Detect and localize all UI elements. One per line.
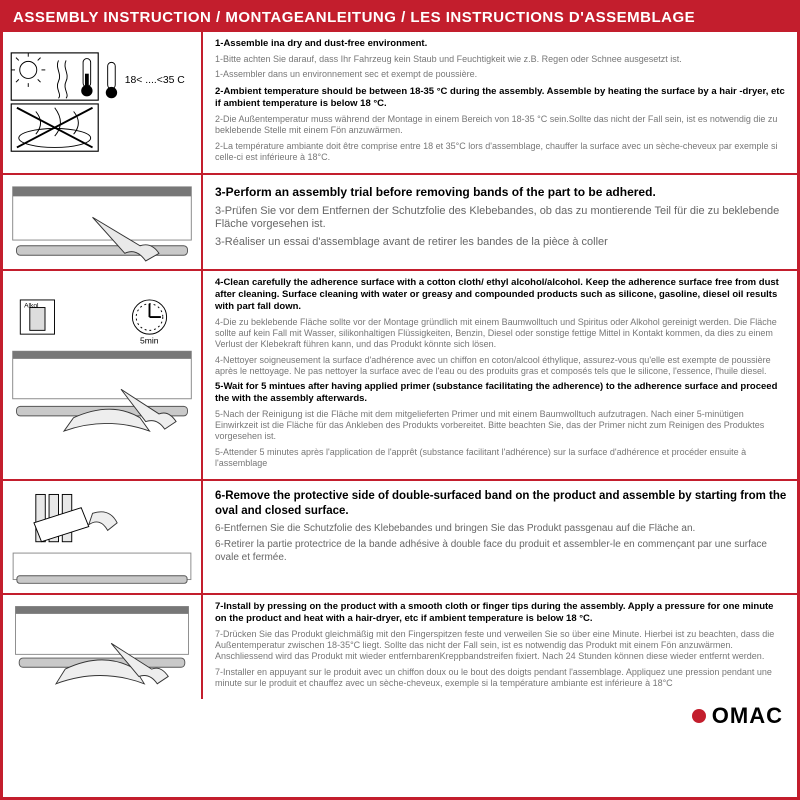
step-row-4-5: Alkol 5min 4-Clean carefully the adheren… bbox=[3, 271, 797, 481]
brand-dot-icon bbox=[692, 709, 706, 723]
illustration-remove-tape bbox=[3, 481, 203, 593]
step6-fr: 6-Retirer la partie protectrice de la ba… bbox=[215, 539, 787, 564]
step1-de: 1-Bitte achten Sie darauf, dass Ihr Fahr… bbox=[215, 54, 787, 65]
timer-label: 5min bbox=[140, 336, 159, 346]
illustration-clean-primer: Alkol 5min bbox=[3, 271, 203, 479]
illustration-press-install bbox=[3, 595, 203, 699]
step6-de: 6-Entfernen Sie die Schutzfolie des Kleb… bbox=[215, 523, 787, 536]
footer: OMAC bbox=[3, 699, 797, 735]
step-row-7: 7-Install by pressing on the product wit… bbox=[3, 595, 797, 699]
step-3-text: 3-Perform an assembly trial before remov… bbox=[203, 175, 797, 269]
step5-fr: 5-Attender 5 minutes après l'application… bbox=[215, 447, 787, 470]
step-4-5-text: 4-Clean carefully the adherence surface … bbox=[203, 271, 797, 479]
step3-fr: 3-Réaliser un essai d'assemblage avant d… bbox=[215, 236, 787, 250]
step1-lead: 1-Assemble ina dry and dust-free environ… bbox=[215, 38, 427, 49]
step2-lead: 2-Ambient temperature should be between … bbox=[215, 86, 785, 109]
step5-de: 5-Nach der Reinigung ist die Fläche mit … bbox=[215, 409, 787, 443]
step4-de: 4-Die zu beklebende Fläche sollte vor de… bbox=[215, 317, 787, 351]
step3-de: 3-Prüfen Sie vor dem Entfernen der Schut… bbox=[215, 205, 787, 233]
step-7-text: 7-Install by pressing on the product wit… bbox=[203, 595, 797, 699]
step7-lead: 7-Install by pressing on the product wit… bbox=[215, 601, 773, 624]
step7-fr: 7-Installer en appuyant sur le produit a… bbox=[215, 667, 787, 690]
step6-lead: 6-Remove the protective side of double-s… bbox=[215, 490, 786, 517]
step-1-2-text: 1-Assemble ina dry and dust-free environ… bbox=[203, 32, 797, 173]
step-row-1-2: 18< ....<35 C 1-Assemble ina dry and dus… bbox=[3, 32, 797, 175]
step2-de: 2-Die Außentemperatur muss während der M… bbox=[215, 114, 787, 137]
step4-lead: 4-Clean carefully the adherence surface … bbox=[215, 277, 779, 312]
step-row-6: 6-Remove the protective side of double-s… bbox=[3, 481, 797, 595]
step1-fr: 1-Assembler dans un environnement sec et… bbox=[215, 69, 787, 80]
illustration-environment-temp: 18< ....<35 C bbox=[3, 32, 203, 173]
step4-fr: 4-Nettoyer soigneusement la surface d'ad… bbox=[215, 355, 787, 378]
assembly-instruction-sheet: ASSEMBLY INSTRUCTION / MONTAGEANLEITUNG … bbox=[0, 0, 800, 800]
brand-logo: OMAC bbox=[712, 703, 783, 729]
step5-lead: 5-Wait for 5 mintues after having applie… bbox=[215, 381, 777, 404]
step7-de: 7-Drücken Sie das Produkt gleichmäßig mi… bbox=[215, 629, 787, 663]
alcohol-label: Alkol bbox=[24, 303, 39, 310]
step-row-3: 3-Perform an assembly trial before remov… bbox=[3, 175, 797, 271]
step3-lead: 3-Perform an assembly trial before remov… bbox=[215, 185, 656, 199]
page-title: ASSEMBLY INSTRUCTION / MONTAGEANLEITUNG … bbox=[3, 3, 797, 32]
step2-fr: 2-La température ambiante doit être comp… bbox=[215, 141, 787, 164]
temp-range-label: 18< ....<35 C bbox=[125, 75, 186, 86]
step-6-text: 6-Remove the protective side of double-s… bbox=[203, 481, 797, 593]
illustration-trial-fit bbox=[3, 175, 203, 269]
